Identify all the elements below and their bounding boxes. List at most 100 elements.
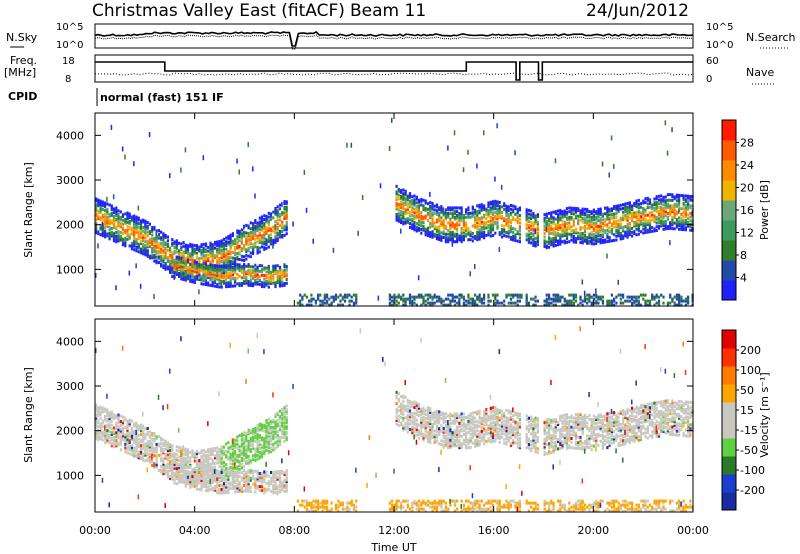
heatmap-cell [160, 262, 163, 266]
heatmap-cell [267, 234, 270, 238]
heatmap-cell [227, 264, 230, 268]
heatmap-cell [552, 227, 555, 231]
heatmap-cell [243, 245, 246, 249]
heatmap-cell [236, 457, 239, 461]
heatmap-cell [494, 220, 497, 224]
heatmap-cell [258, 475, 261, 479]
heatmap-cell [193, 266, 196, 269]
heatmap-cell [469, 215, 472, 219]
heatmap-cell [431, 213, 434, 217]
heatmap-cell [110, 208, 113, 212]
heatmap-cell [552, 240, 555, 244]
heatmap-cell [124, 242, 127, 246]
heatmap-cell [595, 215, 598, 219]
heatmap-cell [216, 470, 219, 474]
heatmap-cell [124, 238, 127, 242]
heatmap-cell [200, 488, 203, 492]
heatmap-cell [252, 233, 255, 237]
heatmap-cell [660, 218, 663, 222]
heatmap-cell [269, 278, 273, 282]
heatmap-cell [662, 216, 665, 220]
heatmap-cell [673, 206, 676, 210]
heatmap-cell [155, 435, 158, 439]
heatmap-cell [207, 463, 210, 467]
heatmap-cell [124, 219, 127, 223]
heatmap-cell [334, 297, 338, 301]
heatmap-cell [137, 445, 140, 449]
heatmap-cell [442, 222, 445, 226]
heatmap-cell [115, 240, 118, 244]
heatmap-cell [104, 435, 107, 439]
heatmap-cell [433, 301, 436, 305]
heatmap-cell [231, 485, 234, 488]
heatmap-cell [595, 299, 598, 303]
heatmap-cell [476, 211, 479, 215]
heatmap-cell [216, 485, 219, 489]
heatmap-cell [557, 299, 560, 303]
heatmap-cell [305, 303, 308, 307]
heatmap-cell [471, 297, 474, 301]
heatmap-cell [178, 263, 181, 267]
heatmap-cell [117, 434, 120, 438]
heatmap-cell [669, 295, 672, 299]
heatmap-cell [626, 235, 629, 239]
heatmap-cell [160, 457, 163, 461]
heatmap-cell [323, 301, 326, 305]
heatmap-cell [442, 213, 445, 217]
heatmap-cell [139, 427, 143, 431]
heatmap-cell [193, 269, 196, 273]
heatmap-cell [622, 293, 625, 297]
heatmap-cell [220, 265, 223, 268]
heatmap-cell [236, 231, 239, 235]
heatmap-cell [561, 219, 564, 223]
heatmap-cell [626, 226, 629, 230]
heatmap-cell [252, 246, 255, 250]
heatmap-cell [110, 438, 113, 442]
heatmap-cell [171, 445, 174, 449]
heatmap-cell [323, 295, 326, 299]
heatmap-cell [355, 299, 358, 303]
heatmap-cell [586, 239, 589, 243]
heatmap-cell [234, 438, 237, 442]
heatmap-cell [112, 426, 116, 430]
heatmap-cell [142, 456, 145, 460]
heatmap-cell [299, 299, 302, 303]
heatmap-cell [142, 445, 145, 449]
heatmap-cell [133, 233, 136, 237]
heatmap-cell [209, 447, 212, 451]
heatmap-cell [106, 225, 109, 228]
heatmap-cell [178, 480, 181, 484]
heatmap-cell [570, 208, 573, 212]
heatmap-cell [144, 221, 147, 225]
heatmap-cell [388, 293, 391, 297]
heatmap-cell [171, 447, 174, 451]
heatmap-cell [142, 248, 145, 252]
heatmap-cell [249, 270, 252, 274]
heatmap-cell [334, 295, 338, 299]
heatmap-cell [121, 215, 125, 219]
heatmap-cell [247, 439, 250, 443]
heatmap-cell [458, 219, 461, 223]
heatmap-cell [211, 274, 214, 278]
heatmap-cell [258, 227, 261, 231]
heatmap-cell [453, 295, 456, 299]
heatmap-cell [577, 207, 580, 211]
heatmap-cell [258, 456, 261, 460]
heatmap-cell [462, 301, 465, 305]
heatmap-cell [689, 194, 692, 198]
heatmap-cell [563, 303, 566, 307]
heatmap-cell [590, 217, 593, 221]
heatmap-cell [236, 465, 239, 469]
heatmap-cell [624, 213, 627, 217]
heatmap-cell [142, 250, 145, 254]
heatmap-cell [164, 235, 167, 239]
heatmap-cell [424, 229, 427, 233]
heatmap-cell [308, 303, 311, 307]
heatmap-cell [146, 442, 149, 446]
heatmap-cell [216, 251, 219, 255]
heatmap-cell [548, 232, 551, 236]
heatmap-cell [236, 459, 239, 463]
heatmap-cell [178, 258, 181, 261]
heatmap-cell [581, 217, 584, 220]
heatmap-cell [178, 274, 181, 278]
